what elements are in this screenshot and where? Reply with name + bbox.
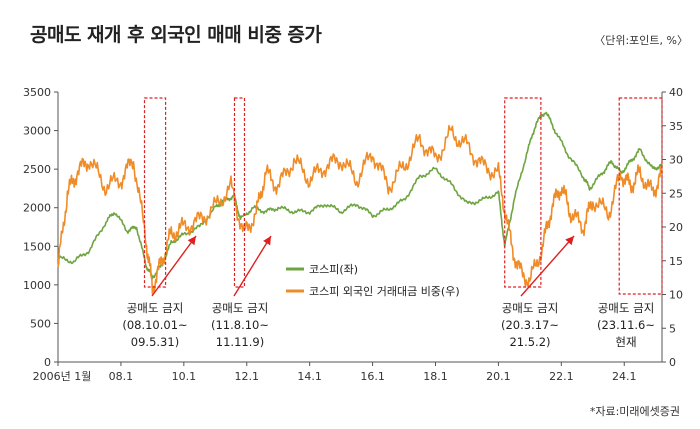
x-tick-label: 10.1 — [172, 370, 197, 383]
ban-period-box — [143, 97, 167, 288]
x-tick-label: 16.1 — [360, 370, 385, 383]
right-tick-label: 30 — [669, 154, 683, 167]
annotation-2-dates: (11.8.10~ — [211, 318, 269, 332]
ban-period-box — [618, 97, 663, 295]
annotation-2-dates-end: 11.11.9) — [216, 335, 264, 349]
x-tick-label: 2006년 1월 — [33, 370, 92, 383]
x-tick-label: 22.1 — [549, 370, 574, 383]
left-tick-label: 2500 — [23, 163, 51, 176]
annotation-1-title: 공매도 금지 — [127, 301, 184, 315]
annotation-4-dates-end: 현재 — [615, 335, 636, 349]
ban-period-box — [504, 97, 542, 288]
legend-label-kospi: 코스피(좌) — [309, 263, 358, 276]
annotation-4-dates: (23.11.6~ — [597, 318, 655, 332]
right-tick-label: 0 — [669, 356, 676, 369]
left-tick-label: 3500 — [23, 86, 51, 99]
annotation-3-title: 공매도 금지 — [502, 301, 559, 315]
arrow — [151, 235, 197, 297]
annotation-4-title: 공매도 금지 — [598, 301, 655, 315]
series-kospi-line — [57, 111, 663, 280]
left-tick-label: 1000 — [23, 279, 51, 292]
right-tick-label: 25 — [669, 187, 683, 200]
annotation-1-dates-end: 09.5.31) — [131, 335, 179, 349]
right-tick-label: 15 — [669, 255, 683, 268]
x-tick-label: 24.1 — [612, 370, 637, 383]
annotation-1-dates: (08.10.01~ — [122, 318, 187, 332]
x-tick-label: 18.1 — [423, 370, 448, 383]
x-tick-label: 20.1 — [486, 370, 511, 383]
right-tick-label: 10 — [669, 289, 683, 302]
ban-period-box — [233, 97, 246, 288]
left-tick-label: 3000 — [23, 125, 51, 138]
x-tick-label: 14.1 — [297, 370, 322, 383]
annotation-3-dates-end: 21.5.2) — [509, 335, 550, 349]
right-tick-label: 35 — [669, 120, 683, 133]
left-tick-label: 0 — [44, 356, 51, 369]
unit-label: 〈단위:포인트, %〉 — [594, 34, 688, 47]
annotation-3-dates: (20.3.17~ — [501, 318, 559, 332]
x-tick-label: 12.1 — [235, 370, 260, 383]
right-tick-label: 5 — [669, 322, 676, 335]
source-note: *자료:미래에셋증권 — [589, 405, 680, 418]
annotation-2-title: 공매도 금지 — [212, 301, 269, 315]
chart-title: 공매도 재개 후 외국인 매매 비중 증가 — [30, 24, 322, 46]
legend-label-foreign: 코스피 외국인 거래대금 비중(우) — [309, 285, 460, 298]
left-tick-label: 1500 — [23, 240, 51, 253]
right-tick-label: 20 — [669, 221, 683, 234]
arrow — [233, 235, 272, 297]
series-foreign-line — [57, 124, 663, 295]
arrow — [520, 235, 575, 297]
x-tick-label: 08.1 — [109, 370, 134, 383]
left-tick-label: 2000 — [23, 202, 51, 215]
right-tick-label: 40 — [669, 86, 683, 99]
left-tick-label: 500 — [30, 317, 51, 330]
